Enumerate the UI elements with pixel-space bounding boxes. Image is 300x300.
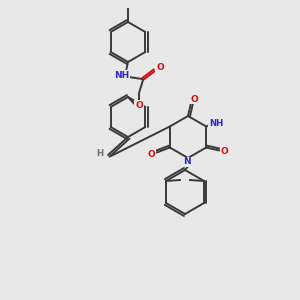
Text: O: O [190,94,198,103]
Text: N: N [183,158,191,166]
Text: O: O [156,64,164,73]
Text: O: O [135,100,143,109]
Text: O: O [148,150,156,159]
Text: NH: NH [114,70,130,80]
Text: H: H [96,149,103,158]
Text: O: O [220,147,228,156]
Text: NH: NH [209,119,223,128]
